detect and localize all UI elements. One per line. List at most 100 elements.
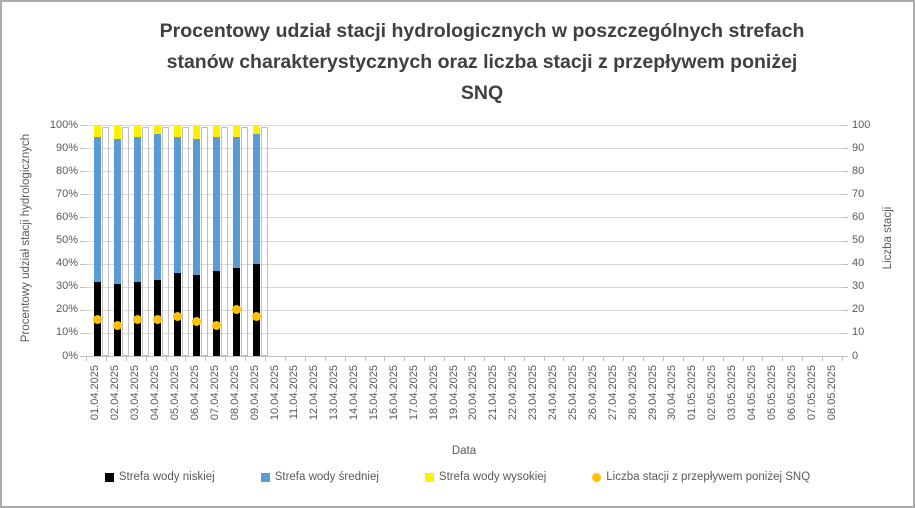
y-tick-right <box>842 309 848 311</box>
x-axis-label: 09.04.2025 <box>248 365 261 421</box>
x-axis-label: 19.04.2025 <box>447 365 460 421</box>
snq-dot <box>132 314 142 324</box>
x-axis-label: 03.04.2025 <box>129 365 142 421</box>
y-axis-label-right: 50 <box>852 234 865 246</box>
x-tick <box>464 356 465 361</box>
y-axis-label-right: 0 <box>852 349 859 362</box>
bar-segment-strefa-wody-redniej <box>93 136 101 283</box>
x-axis-label: 17.04.2025 <box>407 365 420 421</box>
x-axis-label: 28.04.2025 <box>626 365 639 421</box>
y-axis-label-left: 90% <box>55 141 78 154</box>
outline-bar <box>141 127 149 356</box>
y-axis-label-right: 30 <box>852 280 865 293</box>
x-tick <box>86 356 87 361</box>
bar-segment-strefa-wody-niskiej <box>213 270 221 356</box>
bar-segment-strefa-wody-wysokiej <box>253 125 261 135</box>
gridline <box>86 217 842 219</box>
x-axis-label: 14.04.2025 <box>348 365 361 421</box>
x-axis-label: 30.04.2025 <box>666 365 679 421</box>
x-tick <box>802 356 804 361</box>
x-tick <box>165 356 167 361</box>
x-tick <box>503 356 505 361</box>
y-axis-label-right: 40 <box>852 257 865 270</box>
y-axis-label-left: 60% <box>55 210 78 223</box>
y-tick-left <box>80 286 86 288</box>
bar-segment-strefa-wody-wysokiej <box>113 125 121 139</box>
legend-item: Strefa wody wysokiej <box>424 471 547 483</box>
bar-segment-strefa-wody-redniej <box>253 134 261 264</box>
snq-dot <box>252 312 262 322</box>
x-axis-label: 07.04.2025 <box>208 365 221 421</box>
y-axis-label-left: 70% <box>55 187 78 200</box>
gridline <box>86 194 842 196</box>
x-axis-label: 10.04.2025 <box>268 365 281 421</box>
y-axis-label-left: 40% <box>55 257 78 270</box>
x-axis-label: 16.04.2025 <box>387 365 400 421</box>
x-axis-label: 27.04.2025 <box>606 365 619 421</box>
y-tick-right <box>842 171 848 173</box>
x-axis-label: 06.04.2025 <box>188 365 201 421</box>
y-axis-label-left: 10% <box>55 326 78 339</box>
snq-dot <box>152 314 162 324</box>
x-axis-label: 20.04.2025 <box>467 365 480 421</box>
x-tick <box>742 356 744 361</box>
y-axis-label-left: 20% <box>55 303 78 316</box>
x-tick <box>304 356 306 361</box>
y-tick-right <box>842 125 848 126</box>
x-tick <box>662 356 664 361</box>
y-axis-label-left: 0% <box>62 349 78 362</box>
y-tick-left <box>80 240 86 242</box>
chart-title-line: SNQ <box>460 82 504 104</box>
x-axis-label: 24.04.2025 <box>547 365 560 421</box>
snq-dot <box>232 305 242 315</box>
x-tick <box>125 356 127 361</box>
bar-segment-strefa-wody-redniej <box>133 136 141 283</box>
x-tick <box>225 356 227 361</box>
y-tick-right <box>842 263 848 265</box>
x-tick <box>722 356 724 361</box>
x-axis-label: 02.05.2025 <box>706 365 719 421</box>
outline-bar <box>201 127 209 356</box>
x-axis-label: 07.05.2025 <box>805 365 818 421</box>
x-tick <box>543 356 545 361</box>
outline-bar <box>241 127 249 356</box>
chart-title-line: stanów charakterystycznych oraz liczba s… <box>166 51 798 73</box>
snq-dot <box>172 312 182 322</box>
x-tick <box>682 356 684 361</box>
chart-title-line: Procentowy udział stacji hydrologicznych… <box>159 20 805 42</box>
x-tick <box>284 356 286 361</box>
x-tick <box>245 356 247 361</box>
x-tick <box>822 356 824 361</box>
bar-segment-strefa-wody-wysokiej <box>153 125 161 135</box>
y-tick-left <box>80 171 86 173</box>
y-axis-label-left: 100% <box>49 118 78 131</box>
x-axis-label: 11.04.2025 <box>288 365 301 420</box>
gridline <box>86 125 842 126</box>
x-axis-label: 25.04.2025 <box>566 365 579 421</box>
outline-bar <box>121 127 129 356</box>
legend-circle-icon <box>592 472 602 482</box>
legend-label: Strefa wody wysokiej <box>438 471 547 483</box>
x-tick <box>583 356 585 361</box>
gridline <box>86 240 842 242</box>
legend-square-icon <box>424 472 434 482</box>
y-tick-right <box>842 286 848 288</box>
x-axis-label: 13.04.2025 <box>328 365 341 421</box>
x-axis-label: 05.05.2025 <box>765 365 778 421</box>
x-tick <box>344 356 346 361</box>
y-axis-label-right: 90 <box>852 141 865 154</box>
gridline <box>86 332 842 334</box>
bar-segment-strefa-wody-redniej <box>173 136 181 273</box>
y-tick-left <box>80 332 86 334</box>
bar-segment-strefa-wody-wysokiej <box>213 125 221 137</box>
y-tick-left <box>80 125 86 126</box>
legend-label: Strefa wody niskiej <box>118 471 215 483</box>
x-tick <box>324 356 326 361</box>
x-axis-label: 29.04.2025 <box>646 365 659 421</box>
x-axis-label: 26.04.2025 <box>586 365 599 421</box>
x-axis-label: 06.05.2025 <box>785 365 798 421</box>
x-tick <box>384 356 386 361</box>
x-axis-label: 01.05.2025 <box>686 365 699 421</box>
gridline <box>86 263 842 265</box>
legend-label: Strefa wody średniej <box>274 471 379 483</box>
